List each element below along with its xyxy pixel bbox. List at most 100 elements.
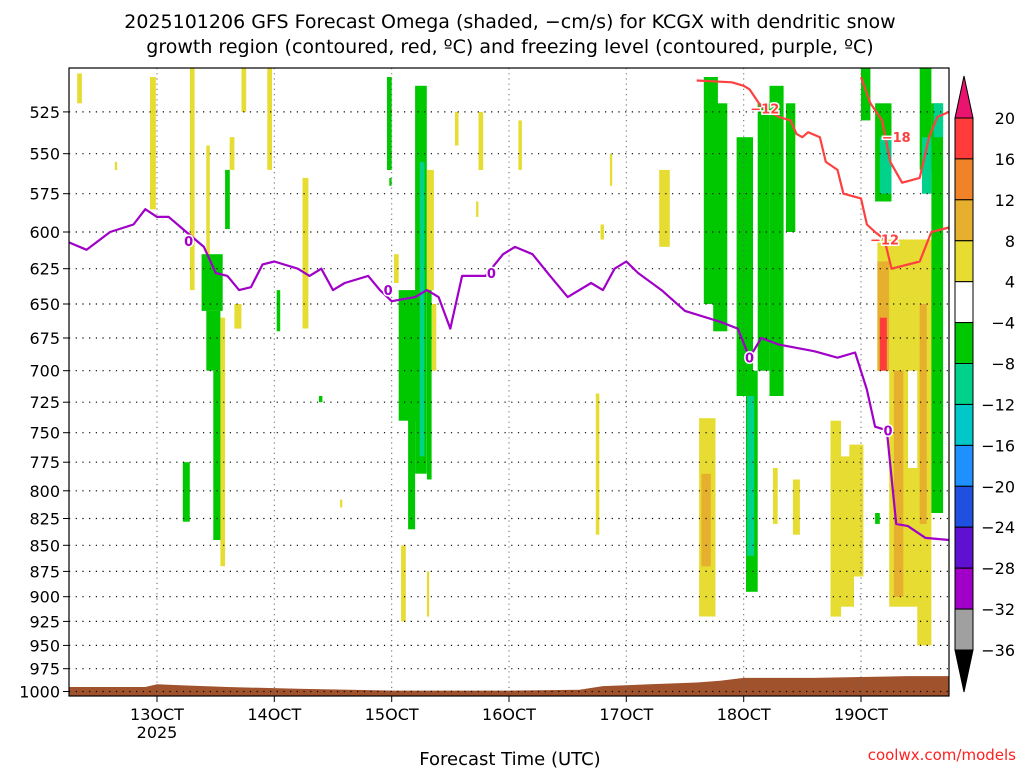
x-axis-label: Forecast Time (UTC): [419, 749, 600, 768]
colorbar-box-9: [954, 444, 974, 487]
y-tick-label-775: 775: [29, 453, 60, 472]
y-tick-label-650: 650: [29, 295, 60, 314]
y-tick-label-575: 575: [29, 185, 60, 204]
colorbar-box-10: [954, 485, 974, 528]
colorbar-label-1: 16: [995, 150, 1015, 169]
colorbar-bottom-arrow: [954, 649, 974, 693]
omega-shade-67: [919, 304, 927, 524]
omega-shade-38: [595, 393, 600, 535]
x-tick-year-13: 2025: [137, 723, 178, 742]
x-tick-label-16: 16OCT: [482, 705, 536, 724]
colorbar-box-6: [954, 322, 974, 365]
omega-shade-7: [229, 137, 235, 170]
omega-shade-43: [701, 473, 711, 567]
omega-shade-51: [773, 468, 778, 524]
colorbar-box-11: [954, 526, 974, 569]
site-credit: coolwx.com/models: [868, 746, 1016, 764]
omega-shade-25: [419, 161, 425, 276]
y-tick-label-850: 850: [29, 536, 60, 555]
omega-shade-57: [875, 513, 880, 524]
omega-shade-59: [879, 137, 892, 194]
contour-label-2-0: −18: [882, 131, 911, 146]
y-tick-label-800: 800: [29, 482, 60, 501]
omega-shade-32: [455, 111, 459, 146]
colorbar-box-4: [954, 240, 974, 283]
contour-label-0-2: 0: [487, 267, 496, 282]
y-tick-label-900: 900: [29, 588, 60, 607]
omega-shade-14: [267, 68, 272, 170]
colorbar-label-0: 20: [995, 109, 1015, 128]
y-tick-label-975: 975: [29, 660, 60, 679]
omega-shade-4: [189, 68, 195, 291]
colorbar-label-12: −32: [981, 600, 1015, 619]
omega-shade-37: [609, 153, 613, 186]
omega-shade-5: [206, 145, 210, 259]
omega-shade-50: [785, 103, 796, 232]
omega-shade-31: [426, 571, 430, 617]
omega-shade-34: [476, 201, 479, 217]
colorbar-box-1: [954, 117, 974, 160]
omega-shade-12: [220, 317, 226, 567]
omega-shade-15: [276, 290, 281, 332]
omega-shade-55: [849, 444, 864, 577]
x-tick-label-18: 18OCT: [717, 705, 771, 724]
contour-lines: 0 0 0 0 0 −12 −12 −18: [68, 76, 950, 542]
contour-label-0-3: 0: [745, 352, 754, 367]
omega-shade-39: [659, 169, 670, 247]
omega-shade-36: [600, 224, 604, 240]
omega-shade-41: [713, 103, 728, 332]
omega-shade-44: [736, 137, 753, 396]
colorbar-label-7: −12: [981, 396, 1015, 415]
y-tick-label-925: 925: [29, 612, 60, 631]
y-tick-label-550: 550: [29, 145, 60, 164]
y-tick-label-1000: 1000: [19, 683, 60, 702]
y-axis-ticks: 525 550 575 600 625 650 675 700 725 750 775 800 825 8…: [19, 103, 69, 702]
y-tick-label-725: 725: [29, 393, 60, 412]
omega-shade-69: [922, 137, 932, 194]
omega-shade-70: [931, 103, 944, 514]
chart-title-line-2: growth region (contoured, red, ºC) and f…: [146, 36, 873, 58]
omega-shade-13: [234, 304, 242, 329]
colorbar-box-8: [954, 404, 974, 446]
contour-line-1: [696, 79, 950, 270]
colorbar-box-5: [954, 281, 974, 324]
colorbar-label-9: −20: [981, 477, 1015, 496]
omega-shade-49: [774, 370, 782, 396]
y-tick-label-700: 700: [29, 362, 60, 381]
colorbar-label-8: −16: [981, 436, 1015, 455]
x-tick-label-19: 19OCT: [834, 705, 888, 724]
chart-title-line-1: 2025101206 GFS Forecast Omega (shaded, −…: [124, 11, 895, 33]
omega-shade-1: [114, 161, 118, 170]
omega-shade-17: [318, 396, 323, 403]
contour-line-2: [859, 76, 950, 184]
omega-shade-46: [747, 396, 755, 556]
omega-shade-2: [150, 77, 156, 210]
omega-shade-65: [907, 468, 920, 607]
colorbar-label-10: −24: [981, 518, 1015, 537]
omega-shade-61: [877, 261, 890, 371]
colorbar-box-2: [954, 158, 974, 201]
omega-shade-33: [478, 111, 484, 170]
y-tick-label-600: 600: [29, 223, 60, 242]
grid-lines: [69, 68, 949, 696]
colorbar-label-4: 4: [1005, 273, 1015, 292]
x-tick-label-13: 13OCT: [130, 705, 184, 724]
omega-shade-3: [182, 462, 190, 522]
contour-label-0-0: 0: [184, 235, 193, 250]
colorbar-label-5: −4: [991, 314, 1015, 333]
omega-shade-10: [206, 310, 221, 371]
omega-shade-19: [387, 77, 392, 170]
y-tick-label-525: 525: [29, 103, 60, 122]
y-tick-label-825: 825: [29, 510, 60, 529]
plot-area: [69, 68, 949, 696]
colorbar-label-11: −28: [981, 559, 1015, 578]
y-tick-label-750: 750: [29, 424, 60, 443]
omega-shade-20: [389, 177, 392, 186]
omega-shade-48: [769, 85, 784, 397]
omega-shade-8: [241, 68, 247, 112]
omega-shade-30: [401, 545, 406, 622]
y-tick-label-625: 625: [29, 260, 60, 279]
colorbar-box-3: [954, 199, 974, 242]
contour-line-0: [68, 208, 950, 542]
x-tick-label-17: 17OCT: [599, 705, 653, 724]
